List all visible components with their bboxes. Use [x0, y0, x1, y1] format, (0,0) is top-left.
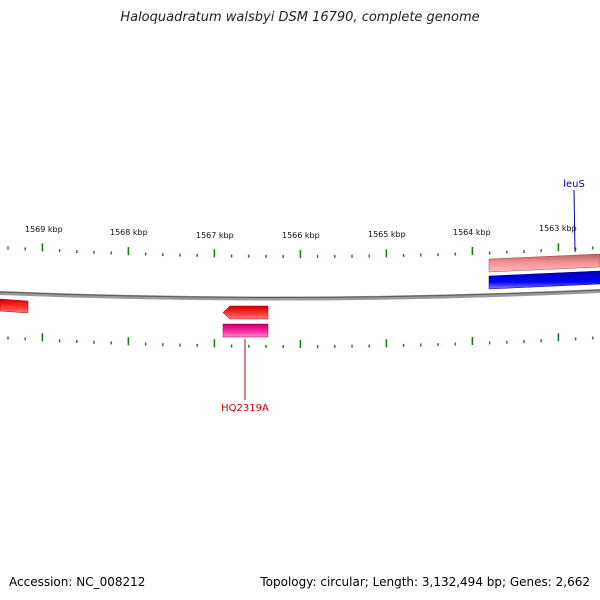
genome-backbone-highlight — [0, 289, 600, 299]
kbp-label-1569: 1569 kbp — [25, 225, 63, 234]
gene-salmon-forward[interactable] — [488, 253, 600, 273]
kbp-ticks-bottom — [7, 333, 594, 348]
kbp-label-1567: 1567 kbp — [196, 231, 234, 240]
gene-label-hq2319a[interactable]: HQ2319A — [221, 403, 269, 414]
kbp-label-1564: 1564 kbp — [453, 228, 491, 237]
accession-text: Accession: NC_008212 — [9, 575, 146, 589]
kbp-label-1566: 1566 kbp — [282, 231, 320, 240]
map-title: Haloquadratum walsbyi DSM 16790, complet… — [120, 10, 480, 25]
gene-pink-reverse[interactable] — [222, 323, 269, 338]
genome-summary-text: Topology: circular; Length: 3,132,494 bp… — [260, 575, 590, 589]
gene-blue-forward[interactable] — [488, 270, 600, 290]
gene-red-left-reverse[interactable] — [0, 298, 29, 314]
genome-backbone — [0, 289, 600, 301]
gene-hq2319a-arrow[interactable] — [222, 305, 269, 320]
kbp-ticks-top — [7, 243, 594, 258]
leus-leader-line — [573, 189, 576, 253]
kbp-label-1565: 1565 kbp — [368, 230, 406, 239]
kbp-label-1568: 1568 kbp — [110, 228, 148, 237]
gene-label-leus[interactable]: leuS — [563, 179, 585, 190]
kbp-label-1563: 1563 kbp — [539, 224, 577, 233]
